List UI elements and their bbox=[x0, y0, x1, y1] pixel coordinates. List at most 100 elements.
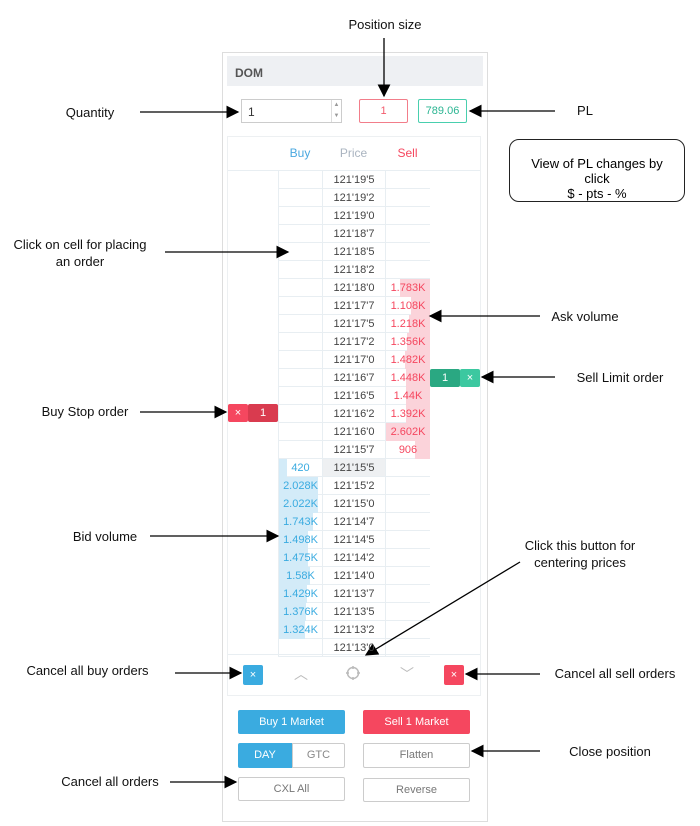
price-label: 121'17'7 bbox=[333, 300, 375, 312]
buy-cell[interactable]: 1.743K bbox=[278, 513, 322, 531]
chevron-down-icon[interactable]: ﹀ bbox=[400, 666, 414, 682]
buy-cell[interactable]: 1.475K bbox=[278, 549, 322, 567]
buy-cell[interactable] bbox=[278, 405, 322, 423]
buy-cell[interactable] bbox=[278, 423, 322, 441]
buy-cell[interactable] bbox=[278, 297, 322, 315]
buy-cell[interactable] bbox=[278, 333, 322, 351]
buy-cell[interactable] bbox=[278, 261, 322, 279]
price-label: 121'19'5 bbox=[333, 174, 375, 186]
buy-cell[interactable] bbox=[278, 225, 322, 243]
sell-cell[interactable]: 1.482K bbox=[385, 351, 430, 369]
sell-cell[interactable] bbox=[385, 549, 430, 567]
sell-cell[interactable]: 1.783K bbox=[385, 279, 430, 297]
price-cell: 121'14'0 bbox=[322, 567, 385, 585]
tif-day-button[interactable]: DAY bbox=[238, 743, 292, 768]
cancel-buy-orders-button[interactable]: × bbox=[243, 665, 263, 685]
cxl-all-button[interactable]: CXL All bbox=[238, 777, 345, 801]
sell-cell[interactable] bbox=[385, 243, 430, 261]
sell-cell[interactable] bbox=[385, 207, 430, 225]
price-cell: 121'13'2 bbox=[322, 621, 385, 639]
buy-market-button[interactable]: Buy 1 Market bbox=[238, 710, 345, 734]
ask-volume-bar bbox=[386, 423, 430, 441]
buy-cell[interactable]: 1.429K bbox=[278, 585, 322, 603]
price-cell: 121'17'7 bbox=[322, 297, 385, 315]
buy-cell[interactable]: 1.324K bbox=[278, 621, 322, 639]
buy-cell[interactable] bbox=[278, 189, 322, 207]
sell-cell[interactable]: 2.602K bbox=[385, 423, 430, 441]
buy-cell[interactable] bbox=[278, 279, 322, 297]
buy-cell[interactable] bbox=[278, 639, 322, 657]
position-size: 1 bbox=[359, 99, 408, 123]
sell-cell[interactable] bbox=[385, 171, 430, 189]
buy-cell[interactable] bbox=[278, 207, 322, 225]
buy-stop-cancel-icon[interactable]: × bbox=[228, 404, 248, 422]
quantity-stepper[interactable]: ▲ ▼ bbox=[331, 100, 341, 122]
price-label: 121'13'0 bbox=[333, 642, 375, 654]
chevron-up-icon[interactable]: ︿ bbox=[294, 666, 308, 682]
buy-stop-order-qty[interactable]: 1 bbox=[248, 404, 278, 422]
cancel-sell-orders-button[interactable]: × bbox=[444, 665, 464, 685]
flatten-button[interactable]: Flatten bbox=[363, 743, 470, 768]
col-buy: Buy bbox=[289, 146, 311, 160]
sell-cell[interactable] bbox=[385, 261, 430, 279]
price-cell: 121'16'5 bbox=[322, 387, 385, 405]
quantity-input[interactable]: 1 ▲ ▼ bbox=[241, 99, 342, 123]
ask-volume: 1.108K bbox=[390, 300, 426, 312]
sell-cell[interactable] bbox=[385, 459, 430, 477]
buy-cell[interactable]: 1.376K bbox=[278, 603, 322, 621]
price-cell: 121'13'0 bbox=[322, 639, 385, 657]
sell-cell[interactable] bbox=[385, 477, 430, 495]
bid-volume: 1.743K bbox=[283, 516, 318, 528]
tif-gtc-button[interactable]: GTC bbox=[292, 743, 345, 768]
sell-market-button[interactable]: Sell 1 Market bbox=[363, 710, 470, 734]
sell-cell[interactable] bbox=[385, 513, 430, 531]
buy-cell[interactable] bbox=[278, 351, 322, 369]
price-cell: 121'13'5 bbox=[322, 603, 385, 621]
sell-cell[interactable]: 1.392K bbox=[385, 405, 430, 423]
sell-cell[interactable] bbox=[385, 495, 430, 513]
buy-cell[interactable] bbox=[278, 171, 322, 189]
annotation-buy-stop: Buy Stop order bbox=[41, 404, 129, 419]
bid-volume: 1.376K bbox=[283, 606, 318, 618]
sell-cell[interactable] bbox=[385, 585, 430, 603]
sell-cell[interactable] bbox=[385, 225, 430, 243]
buy-cell[interactable] bbox=[278, 315, 322, 333]
col-sell: Sell bbox=[397, 146, 418, 160]
price-label: 121'19'2 bbox=[333, 192, 375, 204]
sell-limit-cancel-icon[interactable]: × bbox=[460, 369, 480, 387]
pl-toggle[interactable]: 789.06 bbox=[418, 99, 467, 123]
bid-volume-bar bbox=[279, 459, 288, 477]
ask-volume: 1.783K bbox=[390, 282, 426, 294]
buy-cell[interactable] bbox=[278, 387, 322, 405]
sell-cell[interactable] bbox=[385, 603, 430, 621]
sell-cell[interactable] bbox=[385, 189, 430, 207]
buy-cell[interactable] bbox=[278, 369, 322, 387]
bid-volume: 1.324K bbox=[283, 624, 318, 636]
sell-cell[interactable]: 1.44K bbox=[385, 387, 430, 405]
sell-cell[interactable]: 1.356K bbox=[385, 333, 430, 351]
buy-cell[interactable]: 1.58K bbox=[278, 567, 322, 585]
sell-cell[interactable] bbox=[385, 567, 430, 585]
annotation-pl: PL bbox=[577, 103, 593, 118]
buy-cell[interactable]: 420 bbox=[278, 459, 322, 477]
buy-cell[interactable]: 2.022K bbox=[278, 495, 322, 513]
buy-cell[interactable]: 2.028K bbox=[278, 477, 322, 495]
bid-volume: 1.498K bbox=[283, 534, 318, 546]
sell-cell[interactable]: 906 bbox=[385, 441, 430, 459]
sell-cell[interactable] bbox=[385, 531, 430, 549]
price-label: 121'16'0 bbox=[333, 426, 375, 438]
price-cell: 121'19'5 bbox=[322, 171, 385, 189]
sell-cell[interactable] bbox=[385, 639, 430, 657]
sell-cell[interactable]: 1.108K bbox=[385, 297, 430, 315]
sell-cell[interactable]: 1.448K bbox=[385, 369, 430, 387]
sell-cell[interactable] bbox=[385, 621, 430, 639]
center-prices-button[interactable] bbox=[343, 663, 363, 683]
price-cell: 121'16'0 bbox=[322, 423, 385, 441]
price-label: 121'18'5 bbox=[333, 246, 375, 258]
sell-cell[interactable]: 1.218K bbox=[385, 315, 430, 333]
reverse-button[interactable]: Reverse bbox=[363, 778, 470, 802]
price-cell: 121'19'2 bbox=[322, 189, 385, 207]
sell-limit-order-qty[interactable]: 1 bbox=[430, 369, 460, 387]
buy-cell[interactable] bbox=[278, 441, 322, 459]
annotation-bid-volume: Bid volume bbox=[72, 529, 138, 544]
